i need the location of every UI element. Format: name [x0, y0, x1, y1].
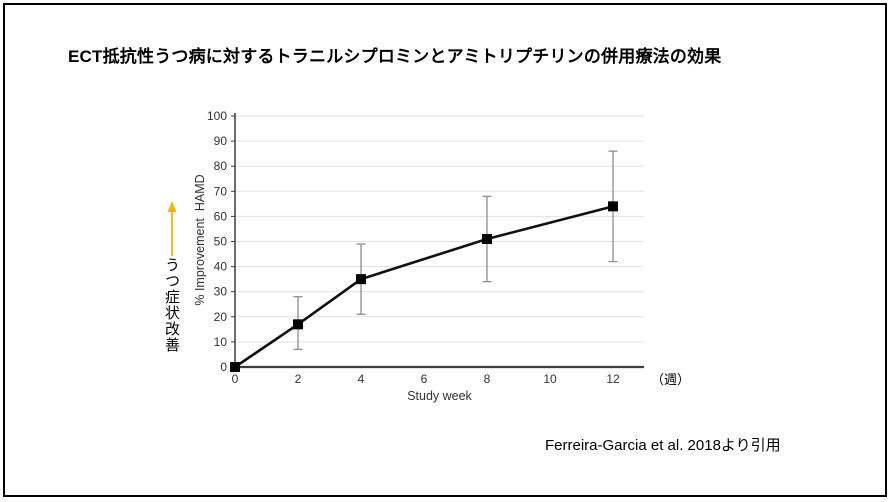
y-tick-label: 70 — [214, 184, 228, 198]
improvement-arrow-head-icon — [167, 201, 177, 212]
y-tick-label: 20 — [214, 310, 228, 324]
week-unit-label: （週） — [651, 372, 690, 387]
y-tick-label: 60 — [214, 209, 228, 223]
y-tick-label: 50 — [214, 235, 228, 249]
data-point-marker — [482, 233, 492, 244]
y-tick-label: 0 — [220, 360, 227, 374]
y-tick-label: 10 — [214, 335, 228, 349]
x-tick-label: 2 — [295, 372, 302, 386]
slide-title: ECT抵抗性うつ病に対するトラニルシプロミンとアミトリプチリンの併用療法の効果 — [68, 47, 722, 66]
x-tick-label: 6 — [421, 372, 428, 386]
y-axis-title: % Improvement HAMD — [193, 174, 207, 305]
data-point-marker — [230, 362, 240, 372]
x-tick-label: 10 — [543, 372, 557, 386]
y-tick-label: 90 — [214, 134, 228, 148]
depression-improvement-label: うつ症状改善 — [163, 257, 180, 353]
x-tick-label: 12 — [606, 372, 620, 386]
data-point-marker — [293, 319, 303, 330]
data-point-marker — [356, 274, 366, 285]
citation-text: Ferreira-Garcia et al. 2018より引用 — [545, 437, 781, 454]
y-tick-label: 80 — [214, 159, 228, 173]
x-tick-label: 0 — [232, 372, 239, 386]
data-point-marker — [608, 201, 618, 212]
y-tick-label: 30 — [214, 285, 228, 299]
data-line — [234, 205, 614, 369]
y-tick-label: 40 — [214, 260, 228, 274]
x-tick-label: 8 — [484, 372, 491, 386]
y-tick-label: 100 — [207, 109, 227, 123]
x-axis-title: Study week — [407, 389, 472, 403]
slide-border-frame — [3, 3, 887, 497]
x-tick-label: 4 — [358, 372, 365, 386]
